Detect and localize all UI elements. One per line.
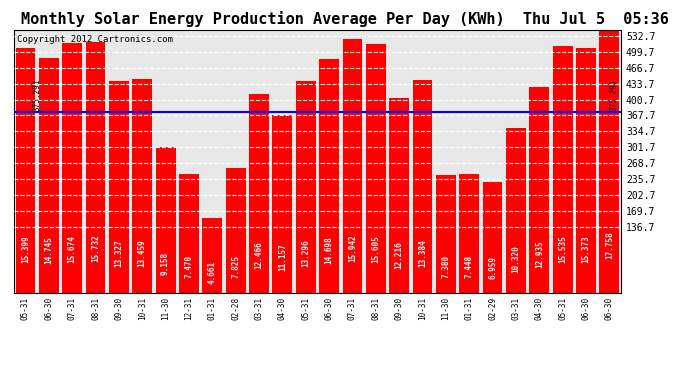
Text: 7.470: 7.470 — [184, 255, 193, 278]
Text: 10.320: 10.320 — [511, 245, 520, 273]
Text: 7.825: 7.825 — [231, 255, 240, 278]
Bar — [16, 48, 35, 292]
Text: 4.661: 4.661 — [208, 261, 217, 284]
Text: 13.327: 13.327 — [115, 239, 124, 267]
Text: 12.935: 12.935 — [535, 240, 544, 268]
Text: 6.959: 6.959 — [488, 256, 497, 279]
Text: 11.157: 11.157 — [278, 243, 287, 271]
Text: 15.674: 15.674 — [68, 235, 77, 262]
Bar — [249, 94, 269, 292]
Text: 15.373: 15.373 — [582, 236, 591, 263]
Text: 12.216: 12.216 — [395, 242, 404, 269]
Bar — [576, 48, 596, 292]
Text: 375.291: 375.291 — [609, 78, 618, 111]
Bar — [62, 44, 82, 292]
Bar — [296, 81, 315, 292]
Bar — [600, 10, 619, 292]
Text: 17.758: 17.758 — [605, 231, 614, 259]
Text: 12.466: 12.466 — [255, 241, 264, 269]
Bar — [460, 174, 479, 292]
Text: 9.158: 9.158 — [161, 252, 170, 275]
Bar — [109, 81, 129, 292]
Text: Copyright 2012 Cartronics.com: Copyright 2012 Cartronics.com — [17, 35, 172, 44]
Text: 15.942: 15.942 — [348, 234, 357, 262]
Bar — [39, 58, 59, 292]
Bar — [226, 168, 246, 292]
Bar — [482, 182, 502, 292]
Text: Monthly Solar Energy Production Average Per Day (KWh)  Thu Jul 5  05:36: Monthly Solar Energy Production Average … — [21, 11, 669, 27]
Bar — [179, 174, 199, 292]
Text: 15.535: 15.535 — [558, 235, 567, 263]
Bar — [436, 175, 456, 292]
Bar — [202, 218, 222, 292]
Text: 13.296: 13.296 — [302, 239, 310, 267]
Bar — [342, 39, 362, 292]
Text: 14.745: 14.745 — [44, 237, 53, 264]
Text: 13.384: 13.384 — [418, 239, 427, 267]
Bar — [366, 45, 386, 292]
Bar — [319, 59, 339, 292]
Bar — [506, 129, 526, 292]
Bar — [413, 80, 433, 292]
Text: 15.399: 15.399 — [21, 236, 30, 263]
Text: 14.698: 14.698 — [324, 237, 333, 264]
Bar — [86, 42, 106, 292]
Text: 7.380: 7.380 — [442, 255, 451, 278]
Text: 15.732: 15.732 — [91, 235, 100, 262]
Bar — [132, 79, 152, 292]
Bar — [389, 98, 409, 292]
Bar — [553, 46, 573, 292]
Bar — [156, 147, 175, 292]
Bar — [529, 87, 549, 292]
Text: 375.291: 375.291 — [32, 78, 41, 111]
Text: 13.459: 13.459 — [138, 239, 147, 267]
Text: 7.448: 7.448 — [464, 255, 474, 278]
Text: 15.605: 15.605 — [371, 235, 380, 263]
Bar — [273, 115, 293, 292]
